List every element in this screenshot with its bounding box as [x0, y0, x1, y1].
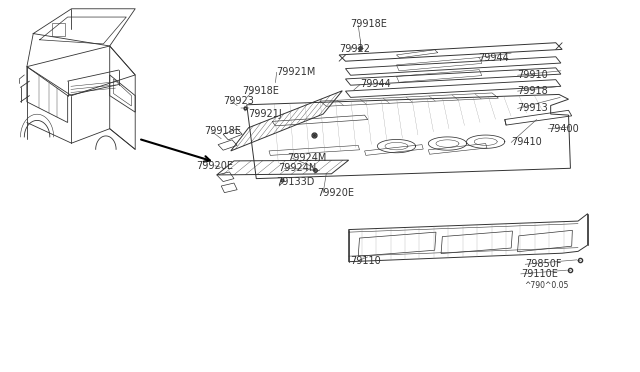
Text: 79924N: 79924N — [278, 163, 317, 173]
Text: 79850F: 79850F — [525, 259, 562, 269]
Text: 79918E: 79918E — [243, 86, 279, 96]
Bar — [52, 23, 65, 36]
Text: 79922: 79922 — [339, 44, 370, 54]
Text: 79410: 79410 — [511, 137, 542, 147]
Text: 79921J: 79921J — [248, 109, 282, 119]
Text: 79918E: 79918E — [204, 126, 241, 137]
Text: 79921M: 79921M — [276, 67, 316, 77]
Text: 79944: 79944 — [360, 80, 391, 89]
Text: 79944: 79944 — [478, 52, 509, 62]
Text: 79913: 79913 — [518, 103, 548, 113]
Text: 79400: 79400 — [548, 124, 579, 134]
Text: 79910: 79910 — [518, 70, 548, 80]
Text: 79924M: 79924M — [287, 153, 326, 163]
Text: 79110: 79110 — [351, 256, 381, 266]
Text: 79923: 79923 — [223, 96, 254, 106]
Text: ^790^0.05: ^790^0.05 — [524, 281, 568, 290]
Text: 79110E: 79110E — [521, 269, 557, 279]
Text: 79920E: 79920E — [196, 161, 233, 171]
Text: 79918: 79918 — [518, 86, 548, 96]
Text: 79918E: 79918E — [351, 19, 387, 29]
Text: 79920E: 79920E — [317, 187, 354, 198]
Text: 79133D: 79133D — [276, 177, 315, 187]
